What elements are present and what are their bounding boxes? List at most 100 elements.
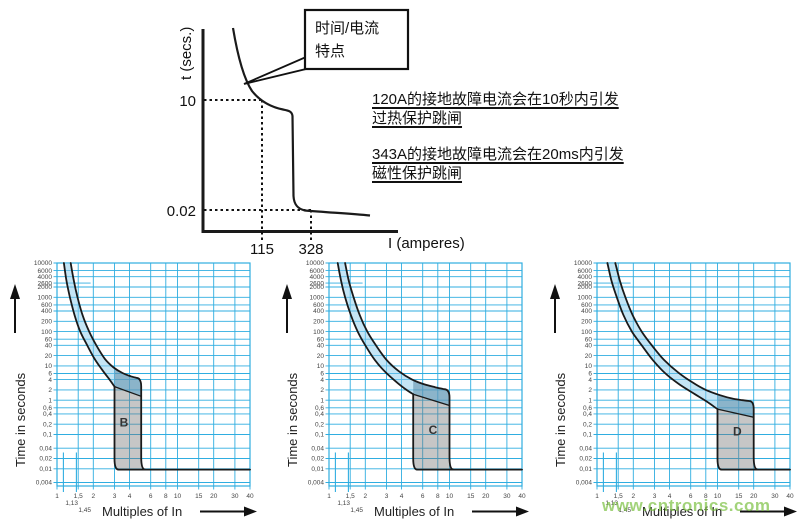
svg-text:0,04: 0,04 xyxy=(579,445,592,452)
svg-text:0,004: 0,004 xyxy=(576,480,593,487)
svg-text:0,6: 0,6 xyxy=(43,405,52,412)
svg-text:Time in seconds: Time in seconds xyxy=(285,372,300,467)
svg-text:2: 2 xyxy=(48,387,52,394)
svg-text:2: 2 xyxy=(363,493,367,500)
curve-strokes xyxy=(606,262,791,471)
sketch-curve xyxy=(231,27,371,217)
x-tick-labels: 1 1,5 2 3 4 6 8 10 15 20 30 40 1,131,45 xyxy=(327,493,526,514)
curve-letter-d: D xyxy=(733,424,742,438)
svg-text:10: 10 xyxy=(714,493,722,500)
svg-text:6: 6 xyxy=(320,371,324,378)
svg-text:0,4: 0,4 xyxy=(315,411,324,418)
svg-text:1000: 1000 xyxy=(578,295,593,302)
svg-text:40: 40 xyxy=(585,343,593,350)
svg-text:40: 40 xyxy=(45,343,53,350)
svg-text:30: 30 xyxy=(503,493,511,500)
svg-text:40: 40 xyxy=(518,493,526,500)
svg-text:4000: 4000 xyxy=(578,274,593,281)
svg-text:1: 1 xyxy=(588,397,592,404)
svg-text:2000: 2000 xyxy=(38,284,53,291)
trip-curve-chart-c: C100006000400026002000100060040020010060… xyxy=(282,260,529,519)
svg-text:8: 8 xyxy=(704,493,708,500)
svg-text:1,45: 1,45 xyxy=(78,507,91,514)
svg-text:10000: 10000 xyxy=(34,260,52,267)
svg-text:0,4: 0,4 xyxy=(43,411,52,418)
callout-box xyxy=(303,8,410,71)
y-axis-title: Time in seconds xyxy=(550,284,568,467)
svg-text:0,2: 0,2 xyxy=(583,421,592,428)
annotation-magnetic-trip: 343A的接地故障电流会在20ms内引发 磁性保护跳闸 xyxy=(372,145,672,183)
sketch-y-axis-label: t (secs.) xyxy=(178,27,195,80)
svg-text:1000: 1000 xyxy=(310,295,325,302)
svg-text:1,13: 1,13 xyxy=(65,500,78,507)
annotation-magnetic-line2: 磁性保护跳闸 xyxy=(372,165,463,182)
svg-text:0,02: 0,02 xyxy=(579,456,592,463)
site-watermark: www.cntronics.com xyxy=(602,496,771,515)
svg-text:20: 20 xyxy=(482,493,490,500)
svg-text:1,5: 1,5 xyxy=(614,493,623,500)
svg-text:0,2: 0,2 xyxy=(43,421,52,428)
svg-text:4: 4 xyxy=(48,377,52,384)
svg-text:1,13: 1,13 xyxy=(337,500,350,507)
svg-text:20: 20 xyxy=(317,353,325,360)
svg-text:200: 200 xyxy=(313,319,324,326)
svg-text:100: 100 xyxy=(313,329,324,336)
svg-text:1: 1 xyxy=(327,493,331,500)
svg-text:0,6: 0,6 xyxy=(583,405,592,412)
y-axis-title: Time in seconds xyxy=(10,284,28,467)
svg-text:0,01: 0,01 xyxy=(579,466,592,473)
svg-text:0,004: 0,004 xyxy=(36,480,53,487)
svg-text:3: 3 xyxy=(113,493,117,500)
annotation-thermal-trip: 120A的接地故障电流会在10秒内引发 过热保护跳闸 xyxy=(372,90,672,128)
svg-text:200: 200 xyxy=(41,319,52,326)
svg-text:8: 8 xyxy=(436,493,440,500)
svg-text:4: 4 xyxy=(400,493,404,500)
y-tick-labels: 1000060004000260020001000600400200100604… xyxy=(574,260,592,487)
callout-line2: 特点 xyxy=(315,43,345,60)
svg-text:1: 1 xyxy=(55,493,59,500)
svg-text:40: 40 xyxy=(786,493,794,500)
svg-text:2000: 2000 xyxy=(310,284,325,291)
svg-text:1,5: 1,5 xyxy=(346,493,355,500)
curve-letter-b: B xyxy=(120,416,129,430)
svg-text:6: 6 xyxy=(588,371,592,378)
svg-text:10: 10 xyxy=(45,363,53,370)
svg-text:0,1: 0,1 xyxy=(43,432,52,439)
instantaneous-band xyxy=(114,386,146,470)
xtick-328: 328 xyxy=(298,241,323,258)
instantaneous-band xyxy=(717,409,758,470)
x-tick-labels: 1 1,5 2 3 4 6 8 10 15 20 30 40 1,131,45 xyxy=(55,493,254,514)
x-axis-title: Multiples of In xyxy=(642,504,797,519)
svg-text:10000: 10000 xyxy=(306,260,324,267)
svg-text:1,45: 1,45 xyxy=(618,507,631,514)
svg-text:0,1: 0,1 xyxy=(583,432,592,439)
svg-text:60: 60 xyxy=(585,336,593,343)
svg-text:0,01: 0,01 xyxy=(311,466,324,473)
thermal-band xyxy=(607,263,758,470)
svg-text:10: 10 xyxy=(446,493,454,500)
svg-text:30: 30 xyxy=(231,493,239,500)
svg-text:100: 100 xyxy=(581,329,592,336)
svg-text:15: 15 xyxy=(195,493,203,500)
svg-text:600: 600 xyxy=(313,302,324,309)
x-axis-title: Multiples of In xyxy=(374,504,529,519)
svg-text:10: 10 xyxy=(585,363,593,370)
svg-text:600: 600 xyxy=(581,302,592,309)
svg-text:10: 10 xyxy=(174,493,182,500)
svg-text:1: 1 xyxy=(48,397,52,404)
svg-text:1: 1 xyxy=(320,397,324,404)
y-axis-title: Time in seconds xyxy=(282,284,300,467)
svg-text:0,02: 0,02 xyxy=(39,456,52,463)
xtick-115: 115 xyxy=(250,241,274,258)
ytick-10: 10 xyxy=(179,93,196,110)
svg-text:1,45: 1,45 xyxy=(350,507,363,514)
svg-text:600: 600 xyxy=(41,302,52,309)
trip-curve-chart-d: D100006000400026002000100060040020010060… xyxy=(550,260,797,519)
svg-text:0,02: 0,02 xyxy=(311,456,324,463)
annotation-thermal-line1: 120A的接地故障电流会在10秒内引发 xyxy=(372,91,619,108)
svg-text:6: 6 xyxy=(421,493,425,500)
svg-text:40: 40 xyxy=(246,493,254,500)
svg-text:400: 400 xyxy=(581,308,592,315)
svg-text:1,5: 1,5 xyxy=(74,493,83,500)
grid xyxy=(325,262,523,492)
